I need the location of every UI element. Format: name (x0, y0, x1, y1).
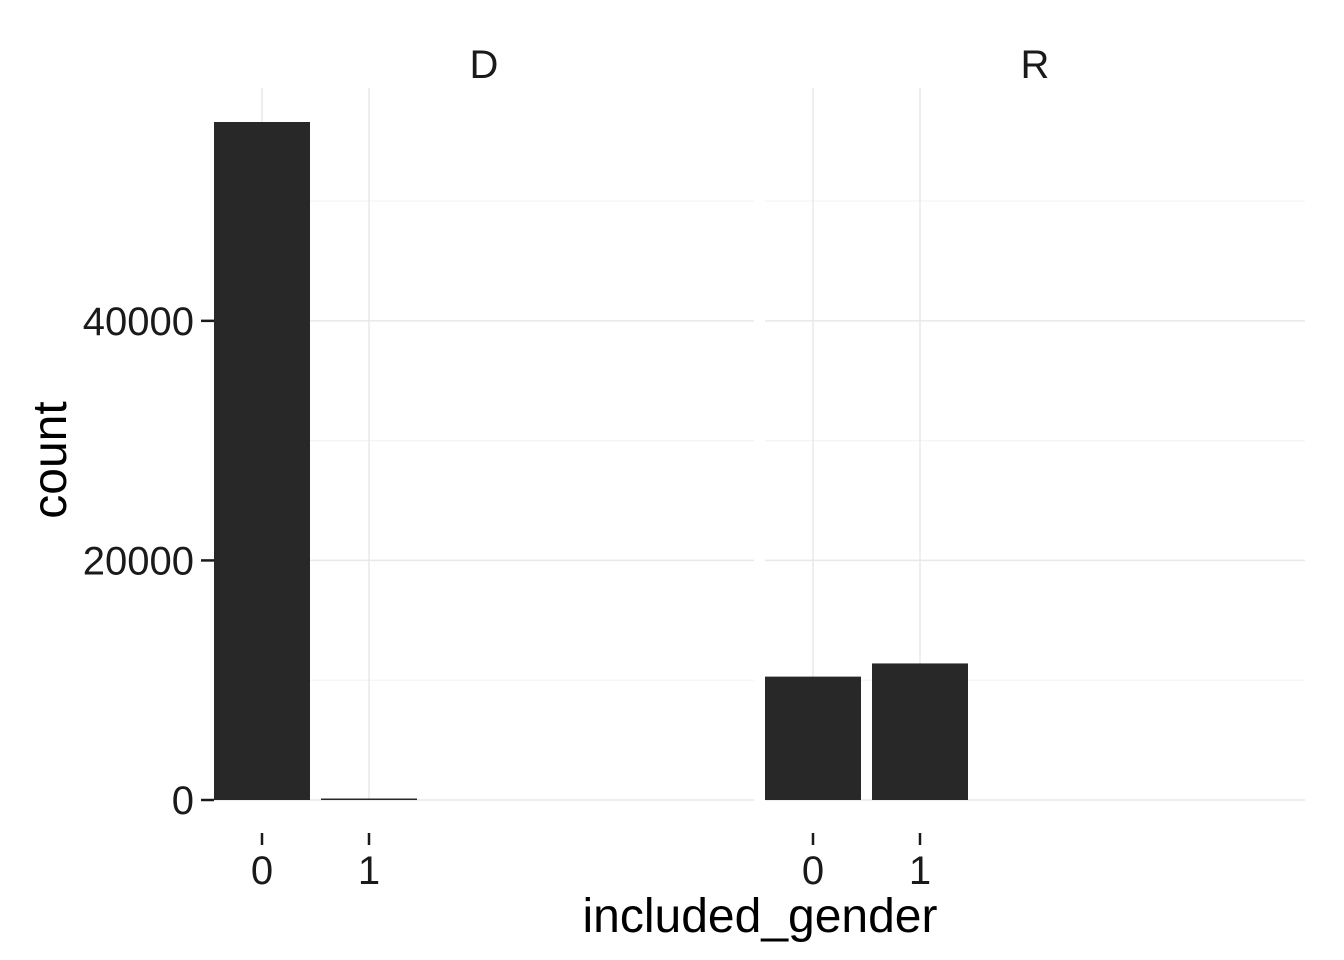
y-tick-label-2: 40000 (83, 300, 194, 344)
x-axis-title: included_gender (583, 890, 938, 943)
grid-layer (214, 88, 1305, 801)
x-tick-label-1-1: 1 (909, 849, 931, 893)
bar-r-1 (872, 663, 968, 800)
bar-r-0 (765, 676, 861, 800)
bar-d-1 (321, 798, 417, 800)
bar-d-0 (214, 122, 310, 800)
y-tick-label-0: 0 (172, 779, 194, 823)
facet-label-d: D (470, 43, 499, 87)
x-tick-label-0-1: 1 (358, 849, 380, 893)
facet-label-r: R (1021, 43, 1050, 87)
y-tick-label-1: 20000 (83, 539, 194, 583)
x-tick-label-0-0: 0 (251, 849, 273, 893)
bars-layer (214, 122, 968, 800)
x-tick-label-1-0: 0 (802, 849, 824, 893)
axis-layer: 0 1 0 1 0 20000 40000 (83, 300, 931, 893)
y-axis-title: count (24, 401, 77, 518)
